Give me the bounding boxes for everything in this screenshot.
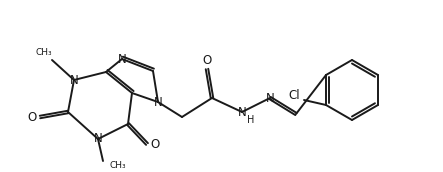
Text: O: O (202, 53, 212, 67)
Text: CH₃: CH₃ (36, 47, 52, 56)
Text: N: N (70, 73, 78, 87)
Text: N: N (118, 52, 126, 66)
Text: H: H (247, 115, 255, 125)
Text: N: N (154, 95, 163, 109)
Text: N: N (93, 132, 102, 146)
Text: N: N (237, 105, 246, 119)
Text: CH₃: CH₃ (109, 162, 126, 170)
Text: N: N (266, 92, 274, 105)
Text: Cl: Cl (288, 89, 300, 101)
Text: O: O (27, 110, 37, 123)
Text: O: O (150, 137, 159, 150)
